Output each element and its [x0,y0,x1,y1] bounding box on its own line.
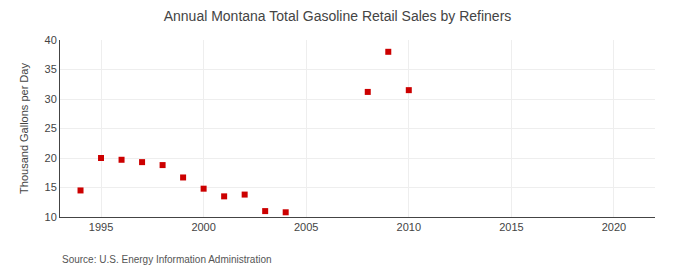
svg-text:40: 40 [45,34,57,46]
svg-text:2010: 2010 [397,221,421,233]
svg-text:15: 15 [45,181,57,193]
svg-text:25: 25 [45,122,57,134]
svg-text:2000: 2000 [191,221,215,233]
svg-text:10: 10 [45,211,57,223]
svg-text:2005: 2005 [294,221,318,233]
svg-text:20: 20 [45,152,57,164]
svg-text:2020: 2020 [602,221,626,233]
svg-text:30: 30 [45,93,57,105]
svg-text:Source: U.S. Energy Informatio: Source: U.S. Energy Information Administ… [62,254,272,265]
svg-text:35: 35 [45,63,57,75]
svg-text:Annual Montana Total Gasoline: Annual Montana Total Gasoline Retail Sal… [164,8,512,24]
svg-text:1995: 1995 [89,221,113,233]
svg-text:2015: 2015 [499,221,523,233]
svg-text:Thousand Gallons per Day: Thousand Gallons per Day [18,63,30,194]
